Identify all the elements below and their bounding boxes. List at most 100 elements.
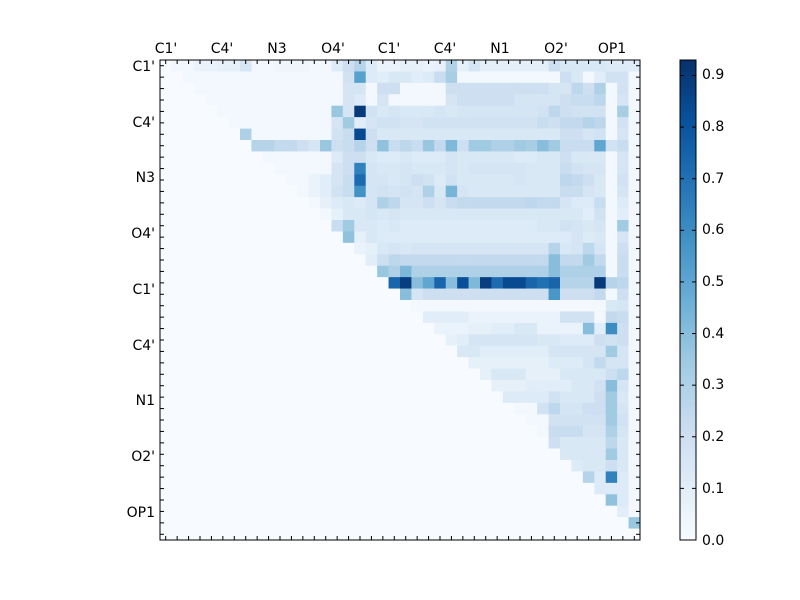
heatmap-cell <box>285 448 298 461</box>
heatmap-cell <box>342 334 355 347</box>
heatmap-cell <box>560 71 572 84</box>
heatmap-cell <box>308 265 321 278</box>
heatmap-cell <box>457 151 469 164</box>
heatmap-cell <box>217 437 229 449</box>
heatmap-cell <box>594 517 607 529</box>
heatmap-cell <box>525 277 538 289</box>
heatmap-cell <box>342 471 355 484</box>
heatmap-cell <box>320 380 332 392</box>
heatmap-cell <box>400 345 412 358</box>
heatmap-cell <box>491 528 504 541</box>
heatmap-cell <box>400 448 412 461</box>
heatmap-cell <box>354 197 367 209</box>
heatmap-cell <box>194 71 207 84</box>
heatmap-cell <box>285 357 298 369</box>
heatmap-cell <box>502 425 515 438</box>
heatmap-cell <box>571 482 584 495</box>
heatmap-cell <box>388 517 401 529</box>
heatmap-cell <box>514 105 527 118</box>
heatmap-cell <box>262 448 275 461</box>
heatmap-cell <box>354 322 367 335</box>
heatmap-cell <box>205 482 218 495</box>
heatmap-cell <box>491 391 504 404</box>
heatmap-cell <box>320 345 332 358</box>
heatmap-cell <box>400 140 412 152</box>
heatmap-cell <box>411 300 424 312</box>
heatmap-cell <box>217 368 229 381</box>
heatmap-cell <box>320 94 332 107</box>
heatmap-cell <box>377 517 389 529</box>
heatmap-cell <box>228 460 241 472</box>
heatmap-cell <box>331 220 344 232</box>
heatmap-cell <box>182 231 195 244</box>
heatmap-cell <box>377 391 389 404</box>
heatmap-cell <box>514 322 527 335</box>
heatmap-cell <box>160 254 172 267</box>
heatmap-cell <box>422 197 435 209</box>
heatmap-cell <box>342 528 355 541</box>
heatmap-cell <box>628 254 641 267</box>
heatmap-cell <box>171 288 184 301</box>
heatmap-cell <box>525 151 538 164</box>
heatmap-cell <box>217 174 229 187</box>
heatmap-cell <box>262 471 275 484</box>
heatmap-cell <box>617 82 629 95</box>
heatmap-cell <box>205 94 218 107</box>
heatmap-cell <box>594 231 607 244</box>
heatmap-cell <box>217 300 229 312</box>
y-tick-label-c1-prime: C1' <box>132 59 155 75</box>
heatmap-cell <box>205 402 218 415</box>
heatmap-cell <box>582 425 595 438</box>
heatmap-cell <box>560 334 572 347</box>
heatmap-cell <box>628 140 641 152</box>
heatmap-cell <box>514 402 527 415</box>
heatmap-cell <box>240 391 252 404</box>
heatmap-cell <box>320 471 332 484</box>
heatmap-cell <box>537 448 549 461</box>
heatmap-cell <box>320 425 332 438</box>
heatmap-cell <box>560 197 572 209</box>
heatmap-cell <box>297 197 309 209</box>
heatmap-cell <box>457 437 469 449</box>
heatmap-cell <box>365 277 378 289</box>
heatmap-cell <box>411 391 424 404</box>
heatmap-cell <box>240 345 252 358</box>
heatmap-cell <box>468 174 481 187</box>
heatmap-cell <box>582 494 595 507</box>
heatmap-cell <box>617 277 629 289</box>
heatmap-cell <box>377 414 389 427</box>
heatmap-cell <box>365 402 378 415</box>
colorbar-label-0-3: 0.3 <box>702 377 724 393</box>
heatmap-cell <box>331 105 344 118</box>
heatmap-cell <box>434 345 447 358</box>
heatmap-cell <box>228 82 241 95</box>
heatmap-cell <box>274 448 287 461</box>
heatmap-cell <box>422 254 435 267</box>
heatmap-cell <box>571 517 584 529</box>
heatmap-cell <box>422 345 435 358</box>
heatmap-cell <box>491 505 504 518</box>
heatmap-cell <box>331 185 344 198</box>
heatmap-cell <box>354 391 367 404</box>
heatmap-cell <box>160 494 172 507</box>
heatmap-cell <box>377 117 389 129</box>
heatmap-cell <box>468 345 481 358</box>
heatmap-cell <box>240 528 252 541</box>
heatmap-cell <box>331 300 344 312</box>
heatmap-cell <box>582 71 595 84</box>
heatmap-cell <box>605 140 618 152</box>
heatmap-cell <box>571 402 584 415</box>
heatmap-cell <box>617 162 629 175</box>
heatmap-cell <box>434 128 447 141</box>
heatmap-cell <box>422 231 435 244</box>
heatmap-cell <box>274 528 287 541</box>
heatmap-cell <box>285 517 298 529</box>
heatmap-cell <box>297 402 309 415</box>
x-tick-label-n3: N3 <box>267 41 286 57</box>
heatmap-cell <box>194 460 207 472</box>
heatmap-cell <box>422 517 435 529</box>
heatmap-cell <box>594 368 607 381</box>
heatmap-cell <box>582 242 595 255</box>
heatmap-cell <box>560 185 572 198</box>
heatmap-cell <box>342 448 355 461</box>
